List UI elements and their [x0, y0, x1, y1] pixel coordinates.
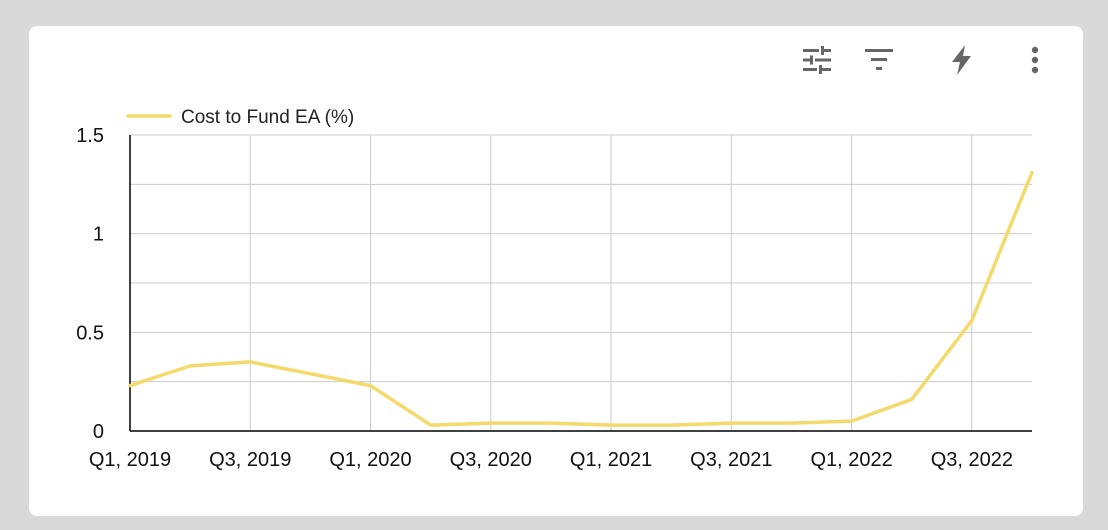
x-tick-label: Q1, 2022 [810, 449, 892, 471]
x-tick-label: Q1, 2019 [89, 449, 171, 471]
chart-series [128, 170, 1034, 427]
chart-legend[interactable]: Cost to Fund EA (%) [126, 107, 354, 128]
x-tick-label: Q3, 2021 [690, 449, 772, 471]
y-tick-label: 1.5 [76, 125, 104, 147]
y-tick-label: 0.5 [76, 322, 104, 344]
filter-icon[interactable] [863, 44, 895, 76]
chart-grid [130, 134, 1032, 431]
x-axis-ticks: Q1, 2019 Q3, 2019 Q1, 2020 Q3, 2020 Q1, 2021… [89, 449, 1013, 471]
legend-label[interactable]: Cost to Fund EA (%) [181, 107, 354, 128]
x-tick-label: Q3, 2022 [931, 449, 1013, 471]
y-axis-ticks: 0 0.5 1 1.5 [76, 125, 104, 443]
chart-card [29, 26, 1083, 516]
tune-icon[interactable] [801, 44, 833, 76]
y-tick-label: 0 [93, 421, 104, 443]
more-vert-icon[interactable] [1019, 44, 1051, 76]
x-tick-label: Q1, 2021 [570, 449, 652, 471]
x-tick-label: Q1, 2020 [329, 449, 411, 471]
chart-axes [129, 135, 1032, 432]
y-tick-label: 1 [93, 224, 104, 246]
bolt-icon[interactable] [946, 44, 978, 76]
x-tick-label: Q3, 2019 [209, 449, 291, 471]
x-tick-label: Q3, 2020 [450, 449, 532, 471]
series-line [128, 170, 1034, 427]
